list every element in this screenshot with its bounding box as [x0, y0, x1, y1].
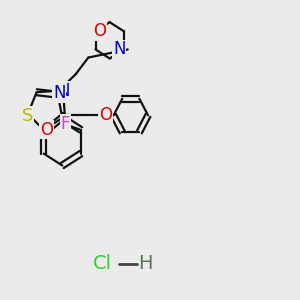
- Text: N: N: [113, 40, 126, 58]
- Text: Cl: Cl: [93, 254, 112, 273]
- Text: F: F: [61, 115, 70, 133]
- Text: N: N: [53, 84, 66, 102]
- Text: O: O: [99, 106, 112, 124]
- Text: O: O: [94, 22, 106, 40]
- Text: O: O: [40, 121, 53, 139]
- Text: N: N: [57, 82, 70, 100]
- Text: S: S: [22, 106, 34, 124]
- Text: H: H: [138, 254, 153, 273]
